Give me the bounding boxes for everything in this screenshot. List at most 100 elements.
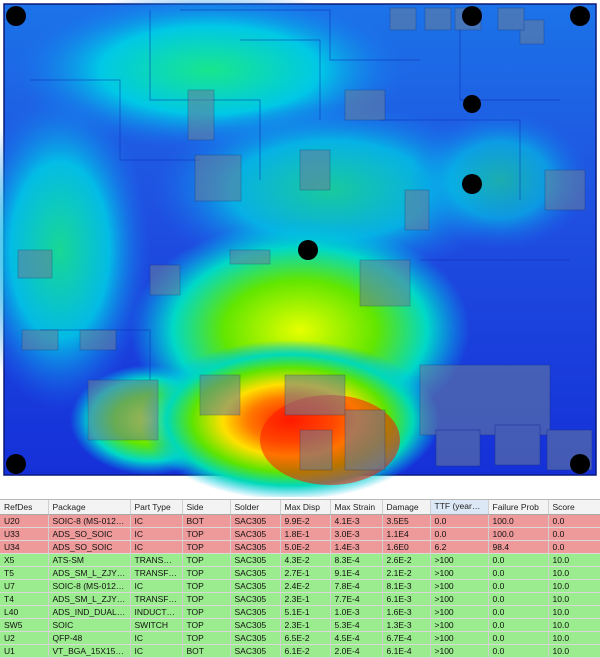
table-cell: 0.0 xyxy=(488,618,549,632)
column-header-label: Damage xyxy=(386,502,419,512)
table-row[interactable]: U7 SOIC-8 (MS-012AA) IC TOP SAC305 2.4E-2 7.8E… xyxy=(0,579,600,593)
table-cell: 2.3E-1 xyxy=(280,592,331,606)
table-row[interactable]: T5ADS_SM_L_ZJYS51R5TRANSFOR...TOPSAC3052… xyxy=(0,566,600,580)
table-cell: 10.0 xyxy=(548,605,600,619)
table-cell: ADS_SO_SOIC xyxy=(48,527,131,541)
table-cell: 1.1E4 xyxy=(382,527,431,541)
table-cell: T5 xyxy=(0,566,49,580)
table-cell: 2.3E-1 xyxy=(280,618,331,632)
table-cell: 0.0 xyxy=(548,540,600,554)
column-header[interactable]: Failure Prob xyxy=(488,500,549,515)
column-header-label: Side xyxy=(186,502,204,512)
table-cell: 1.3E-3 xyxy=(382,618,431,632)
board-strain-contour-view[interactable] xyxy=(0,0,600,497)
table-cell: 0.0 xyxy=(548,527,600,541)
mounting-hole-icon xyxy=(6,454,26,474)
table-cell: SAC305 xyxy=(230,631,281,645)
table-cell: X5 xyxy=(0,553,49,567)
table-cell: 0.0 xyxy=(548,514,600,528)
table-cell: >100 xyxy=(430,631,489,645)
table-cell: QFP-48 xyxy=(48,631,131,645)
table-cell: ATS-SM xyxy=(48,553,131,567)
table-cell: >100 xyxy=(430,553,489,567)
table-cell: 2.1E-2 xyxy=(382,566,431,580)
column-header[interactable]: Damage xyxy=(382,500,431,515)
table-cell: IC xyxy=(130,540,183,554)
board-contour-plot xyxy=(0,0,597,497)
table-row[interactable]: U33 ADS_SO_SOIC IC TOP SAC305 1.8E-1 3.0E-3 1.1… xyxy=(0,527,600,541)
sort-ascending-icon: ▲ xyxy=(482,504,487,511)
table-cell: U2 xyxy=(0,631,49,645)
table-cell: 0.0 xyxy=(488,566,549,580)
table-cell: >100 xyxy=(430,605,489,619)
table-row[interactable]: U20 SOIC-8 (MS-012AA) IC BOT SAC305 9.9E-2 4.1… xyxy=(0,514,600,528)
table-cell: SAC305 xyxy=(230,527,281,541)
mounting-hole-icon xyxy=(570,6,590,26)
table-row[interactable]: X5 ATS-SM TRANSDU... TOP SAC305 4.3E-2 8.3E-4 2… xyxy=(0,553,600,567)
results-grid[interactable]: RefDes Package Part Type Side Solder Max Disp… xyxy=(0,499,600,658)
table-cell: 3.0E-3 xyxy=(330,527,383,541)
mounting-hole-icon xyxy=(462,6,482,26)
column-header[interactable]: Max Strain xyxy=(330,500,383,515)
table-cell: IC xyxy=(130,644,183,658)
table-row[interactable]: SW5 SOIC SWITCH TOP SAC305 2.3E-1 5.3E-4 1.3E-3… xyxy=(0,618,600,632)
table-cell: 0.0 xyxy=(488,644,549,658)
table-cell: 10.0 xyxy=(548,592,600,606)
table-cell: 8.1E-3 xyxy=(382,579,431,593)
column-header[interactable]: Side xyxy=(182,500,231,515)
table-cell: TRANSFOR... xyxy=(130,566,183,580)
table-cell: T4 xyxy=(0,592,49,606)
column-header[interactable]: Score xyxy=(548,500,600,515)
table-cell: IC xyxy=(130,579,183,593)
table-cell: 5.3E-4 xyxy=(330,618,383,632)
table-row[interactable]: L40 ADS_IND_DUAL-FI... INDUCTOR TOP SAC305 5.… xyxy=(0,605,600,619)
table-cell: TOP xyxy=(182,566,231,580)
table-cell: 0.0 xyxy=(488,605,549,619)
column-header[interactable]: Part Type xyxy=(130,500,183,515)
table-row[interactable]: U1 VT_BGA_15X15_39... IC BOT SAC305 6.1E-2 2.0… xyxy=(0,644,600,658)
table-cell: VT_BGA_15X15_39... xyxy=(48,644,131,658)
table-cell: SAC305 xyxy=(230,553,281,567)
table-cell: >100 xyxy=(430,579,489,593)
table-cell: 4.1E-3 xyxy=(330,514,383,528)
column-header[interactable]: TTF (years)▲ xyxy=(430,500,489,515)
mounting-hole-icon xyxy=(6,6,26,26)
table-cell: 10.0 xyxy=(548,618,600,632)
table-cell: SOIC-8 (MS-012AA) xyxy=(48,514,131,528)
table-cell: 1.6E-3 xyxy=(382,605,431,619)
table-cell: U34 xyxy=(0,540,49,554)
table-cell: TOP xyxy=(182,618,231,632)
table-cell: 2.6E-2 xyxy=(382,553,431,567)
table-cell: SAC305 xyxy=(230,644,281,658)
table-cell: ADS_IND_DUAL-FI... xyxy=(48,605,131,619)
table-cell: 0.0 xyxy=(488,631,549,645)
table-cell: TOP xyxy=(182,579,231,593)
table-cell: 10.0 xyxy=(548,566,600,580)
table-row[interactable]: T4ADS_SM_L_ZJYS51R5TRANSFOR...TOPSAC3052… xyxy=(0,592,600,606)
table-cell: SAC305 xyxy=(230,540,281,554)
table-cell: U1 xyxy=(0,644,49,658)
table-cell: 10.0 xyxy=(548,631,600,645)
table-cell: SAC305 xyxy=(230,618,281,632)
table-cell: INDUCTOR xyxy=(130,605,183,619)
table-cell: 6.7E-4 xyxy=(382,631,431,645)
table-cell: 1.4E-3 xyxy=(330,540,383,554)
mounting-hole-icon xyxy=(463,95,481,113)
table-row[interactable]: U2 QFP-48 IC TOP SAC305 6.5E-2 4.5E-4 6.7E-4 >10… xyxy=(0,631,600,645)
table-cell: 10.0 xyxy=(548,579,600,593)
table-cell: 6.2 xyxy=(430,540,489,554)
column-header[interactable]: Max Disp xyxy=(280,500,331,515)
table-cell: IC xyxy=(130,527,183,541)
column-header-label: Solder xyxy=(234,502,260,512)
column-header[interactable]: RefDes xyxy=(0,500,49,515)
table-cell: U7 xyxy=(0,579,49,593)
table-cell: 1.8E-1 xyxy=(280,527,331,541)
column-header-label: Max Disp xyxy=(284,502,320,512)
table-cell: 1.0E-3 xyxy=(330,605,383,619)
table-row[interactable]: U34 ADS_SO_SOIC IC TOP SAC305 5.0E-2 1.4E-3 1.6… xyxy=(0,540,600,554)
column-header[interactable]: Solder xyxy=(230,500,281,515)
table-cell: SAC305 xyxy=(230,514,281,528)
table-cell: 5.0E-2 xyxy=(280,540,331,554)
column-header[interactable]: Package xyxy=(48,500,131,515)
table-cell: SAC305 xyxy=(230,605,281,619)
